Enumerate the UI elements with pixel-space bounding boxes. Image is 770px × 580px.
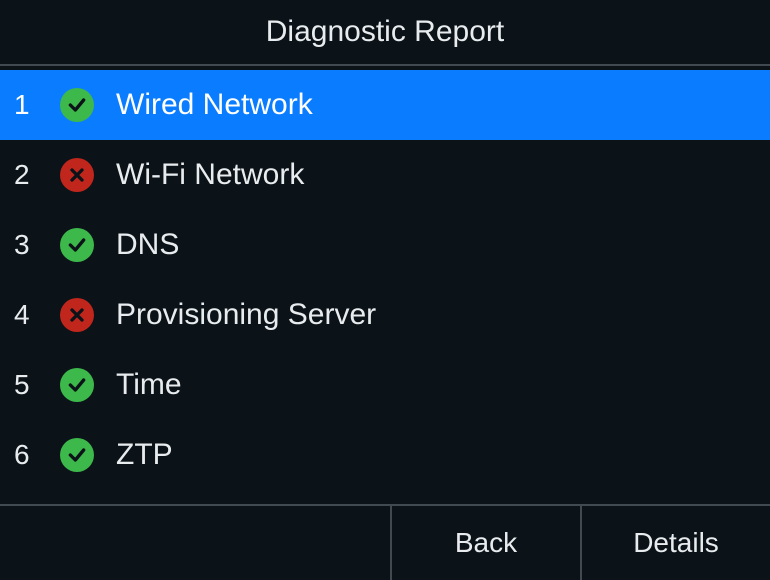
success-icon xyxy=(60,438,110,472)
list-item[interactable]: 1 Wired Network xyxy=(0,70,770,140)
list-item[interactable]: 4 Provisioning Server xyxy=(0,280,770,350)
error-icon xyxy=(60,158,110,192)
list-item-label: DNS xyxy=(110,228,760,262)
details-button[interactable]: Details xyxy=(580,506,770,580)
list-item-index: 5 xyxy=(10,369,60,401)
diagnostic-report-screen: Diagnostic Report 1 Wired Network 2 Wi-Fi N… xyxy=(0,0,770,580)
list-item-label: Wired Network xyxy=(110,88,760,122)
list-item-label: ZTP xyxy=(110,438,760,472)
list-item-label: Wi-Fi Network xyxy=(110,158,760,192)
back-button[interactable]: Back xyxy=(390,506,580,580)
back-button-label: Back xyxy=(455,527,517,559)
page-title: Diagnostic Report xyxy=(266,15,504,49)
list-item[interactable]: 6 ZTP xyxy=(0,420,770,490)
list-item-index: 2 xyxy=(10,159,60,191)
titlebar: Diagnostic Report xyxy=(0,0,770,66)
error-icon xyxy=(60,298,110,332)
footer: Back Details xyxy=(0,504,770,580)
success-icon xyxy=(60,88,110,122)
list-item-index: 6 xyxy=(10,439,60,471)
list-item-index: 1 xyxy=(10,89,60,121)
list-item[interactable]: 3 DNS xyxy=(0,210,770,280)
success-icon xyxy=(60,368,110,402)
list-item-label: Provisioning Server xyxy=(110,298,760,332)
list-item-label: Time xyxy=(110,368,760,402)
success-icon xyxy=(60,228,110,262)
list-item-index: 3 xyxy=(10,229,60,261)
diagnostic-list: 1 Wired Network 2 Wi-Fi Network 3 DNS 4 Provisi… xyxy=(0,66,770,504)
list-item-index: 4 xyxy=(10,299,60,331)
list-item[interactable]: 2 Wi-Fi Network xyxy=(0,140,770,210)
details-button-label: Details xyxy=(633,527,719,559)
list-item[interactable]: 5 Time xyxy=(0,350,770,420)
